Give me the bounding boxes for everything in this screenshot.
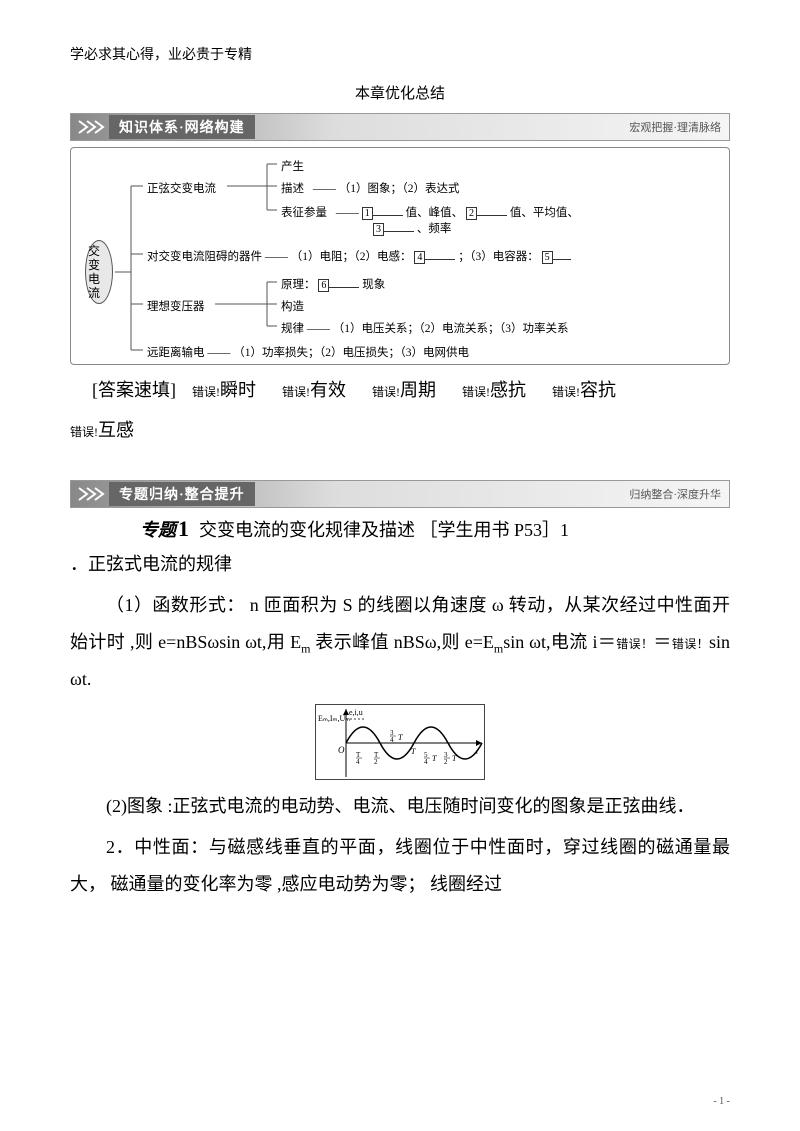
banner-label: 专题归纳·整合提升 xyxy=(109,482,255,506)
err2: 错误! xyxy=(282,385,310,399)
body-p2: (2)图象 :正弦式电流的电动势、电流、电压随时间变化的图象是正弦曲线． xyxy=(70,788,730,825)
ans5: 容抗 xyxy=(580,380,616,400)
svg-text:2: 2 xyxy=(374,758,378,766)
ans2: 有效 xyxy=(310,380,346,400)
ans1: 瞬时 xyxy=(220,380,256,400)
chevron-icon xyxy=(71,486,105,502)
svg-text:T: T xyxy=(411,747,416,756)
svg-text:O: O xyxy=(338,745,345,755)
banner-label: 知识体系·网络构建 xyxy=(109,115,255,139)
topic-badge: 专题 1 xyxy=(140,516,189,542)
banner-right-text: 归纳整合·深度升华 xyxy=(629,486,729,502)
err6: 错误! xyxy=(70,425,98,439)
ans3: 周期 xyxy=(400,380,436,400)
err3: 错误! xyxy=(372,385,400,399)
topic-badge-num: 1 xyxy=(178,516,189,542)
knowledge-tree: 交变电流 正弦交变电流 产生 描述 —— （1）图象；（2）表达式 表征参量 —… xyxy=(70,147,730,365)
answer-label: [答案速填] xyxy=(92,380,176,400)
p1b: 表示峰值 nBSω,则 e=E xyxy=(310,632,493,652)
svg-text:2: 2 xyxy=(444,758,448,766)
p1d: ＝ xyxy=(653,632,671,652)
p1c: sin ωt,电流 i＝ xyxy=(503,632,616,652)
topic-title: 交变电流的变化规律及描述 ［学生用书 P53］1 xyxy=(199,516,569,542)
err4: 错误! xyxy=(462,385,490,399)
svg-text:T: T xyxy=(398,733,403,742)
banner-knowledge: 知识体系·网络构建 宏观把握·理清脉络 xyxy=(70,113,730,141)
err-inline1: 错误！ xyxy=(616,637,653,651)
err1: 错误! xyxy=(192,385,220,399)
body-p0: ．正弦式电流的规律 xyxy=(70,546,730,583)
topic-badge-text: 专题 xyxy=(140,516,176,542)
tree-connectors xyxy=(71,148,711,365)
body-p1: （1）函数形式： n 匝面积为 S 的线圈以角速度 ω 转动，从某次经过中性面开… xyxy=(70,587,730,698)
topic-heading: 专题 1 交变电流的变化规律及描述 ［学生用书 P53］1 xyxy=(140,516,730,542)
svg-text:4: 4 xyxy=(390,736,394,744)
banner-topics: 专题归纳·整合提升 归纳整合·深度升华 xyxy=(70,480,730,508)
svg-text:Eₘ,Iₘ,Uₘ: Eₘ,Iₘ,Uₘ xyxy=(318,714,350,723)
svg-text:T: T xyxy=(432,754,437,763)
page-number: - 1 - xyxy=(713,1096,730,1107)
header-quote: 学必求其心得，业必贵于专精 xyxy=(70,44,730,64)
svg-text:T: T xyxy=(452,754,457,763)
answer-block: [答案速填] 错误!瞬时 错误!有效 错误!周期 错误!感抗 错误!容抗 错误!… xyxy=(70,371,730,450)
chevron-icon xyxy=(71,119,105,135)
err5: 错误! xyxy=(552,385,580,399)
body-p3: 2．中性面：与磁感线垂直的平面，线圈位于中性面时，穿过线圈的磁通量最大， 磁通量… xyxy=(70,829,730,903)
svg-text:4: 4 xyxy=(424,758,428,766)
p1b-sub: m xyxy=(494,642,503,656)
ans6: 互感 xyxy=(98,420,134,440)
banner-right-text: 宏观把握·理清脉络 xyxy=(629,119,729,135)
chapter-title: 本章优化总结 xyxy=(70,82,730,103)
sine-graph: e,i,u Eₘ,Iₘ,Uₘ O T4 T2 34T T 54T 32T t xyxy=(315,704,485,780)
ans4: 感抗 xyxy=(490,380,526,400)
svg-text:4: 4 xyxy=(356,758,360,766)
err-inline2: 错误！ xyxy=(672,637,709,651)
svg-text:e,i,u: e,i,u xyxy=(349,708,363,717)
